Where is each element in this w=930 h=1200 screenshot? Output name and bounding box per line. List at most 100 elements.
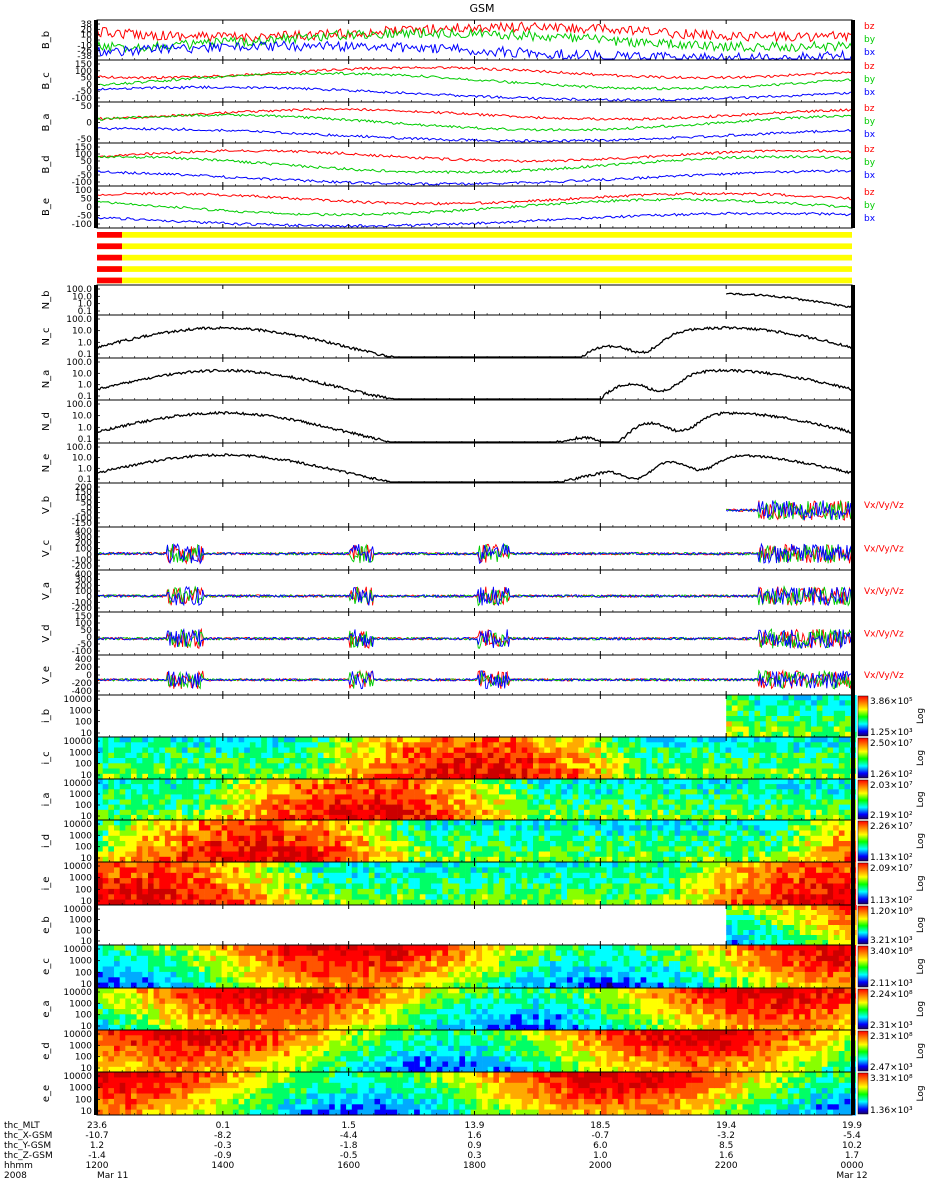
- spectrogram-cell: [601, 878, 607, 884]
- spectrogram-cell: [436, 794, 443, 801]
- spectrogram-cell: [210, 747, 217, 754]
- spectrogram-cell: [187, 768, 194, 775]
- spectrogram-cell: [374, 758, 381, 764]
- spectrogram-cell: [640, 888, 647, 895]
- spectrogram-cell: [725, 773, 732, 780]
- spectrogram-cell: [312, 888, 319, 895]
- spectrogram-cell: [470, 814, 477, 821]
- spectrogram-cell: [799, 804, 806, 811]
- spectrogram-cell: [527, 747, 534, 754]
- spectrogram-cell: [465, 872, 472, 879]
- spectrogram-cell: [368, 894, 375, 901]
- spectrogram-cell: [685, 835, 692, 842]
- spectrogram-cell: [816, 883, 823, 890]
- spectrogram-cell: [357, 794, 364, 801]
- spectrogram-cell: [476, 804, 483, 811]
- spectrogram-cell: [131, 763, 137, 770]
- spectrogram-cell: [629, 825, 636, 832]
- spectrogram-cell: [334, 742, 341, 749]
- spectrogram-cell: [634, 846, 641, 853]
- spectrogram-cell: [97, 758, 103, 764]
- spectrogram-cell: [804, 888, 811, 895]
- spectrogram-cell: [204, 768, 211, 775]
- spectrogram-cell: [748, 940, 755, 946]
- spectrogram-cell: [651, 851, 658, 858]
- spectrogram-cell: [125, 846, 132, 853]
- spectrogram-cell: [374, 872, 381, 879]
- spectrogram-cell: [816, 905, 823, 911]
- spectrogram-cell: [555, 841, 562, 847]
- spectrogram-cell: [448, 825, 455, 832]
- legend-by: by: [864, 35, 876, 45]
- spectrogram-cell: [142, 752, 149, 759]
- spectrogram-cell: [726, 920, 733, 926]
- spectrogram-cell: [805, 726, 812, 733]
- spectrogram-cell: [821, 799, 828, 806]
- spectrogram-cell: [487, 752, 494, 759]
- spectrogram-cell: [816, 700, 823, 707]
- spectrogram-cell: [261, 789, 268, 795]
- series-line-Vx: [725, 500, 853, 521]
- spectrogram-cell: [714, 768, 721, 775]
- spectrogram-cell: [114, 950, 120, 957]
- spectrogram-cell: [300, 768, 307, 775]
- spectrogram-cell: [555, 773, 562, 780]
- spectrogram-cell: [634, 742, 641, 749]
- spectrogram-cell: [737, 905, 744, 911]
- spectrogram-cell: [629, 809, 636, 816]
- spectrogram-cell: [363, 835, 370, 842]
- spectrogram-cell: [668, 779, 675, 785]
- spectrogram-cell: [249, 789, 256, 795]
- spectrogram-cell: [340, 794, 347, 801]
- spectrogram-cell: [470, 747, 477, 754]
- spectrogram-cell: [663, 799, 670, 806]
- spectrogram-cell: [833, 830, 840, 837]
- spectrogram-cell: [657, 820, 664, 826]
- spectrogram-cell: [204, 883, 211, 890]
- spectrogram-cell: [374, 888, 381, 895]
- spectrogram-cell: [300, 758, 307, 764]
- spectrogram-cell: [634, 878, 641, 884]
- spectrogram-cell: [210, 773, 217, 780]
- spectrogram-cell: [380, 752, 387, 759]
- spectrogram-cell: [351, 784, 358, 790]
- spectrogram-cell: [811, 721, 818, 728]
- spectrogram-cell: [255, 820, 262, 826]
- spectrogram-cell: [595, 872, 602, 879]
- spectrogram-cell: [822, 716, 829, 722]
- spectrogram-cell: [153, 841, 160, 847]
- spectrogram-cell: [725, 742, 732, 749]
- spectrogram-cell: [782, 830, 789, 837]
- spectrogram-cell: [719, 799, 726, 806]
- spectrogram-cell: [521, 899, 528, 906]
- spectrogram-cell: [516, 784, 522, 790]
- spectrogram-cell: [159, 814, 166, 821]
- spectrogram-cell: [148, 856, 154, 863]
- spectrogram-cell: [770, 899, 777, 906]
- legend-by: by: [864, 201, 876, 211]
- spectrogram-cell: [578, 763, 585, 770]
- spectrogram-cell: [776, 789, 783, 795]
- spectrogram-cell: [816, 799, 823, 806]
- spectrogram-cell: [674, 752, 681, 759]
- spectrogram-cell: [278, 737, 285, 743]
- spectrogram-cell: [708, 742, 715, 749]
- spectrogram-cell: [198, 878, 205, 884]
- spectrogram-cell: [708, 789, 715, 795]
- spectrogram-cell: [300, 825, 307, 832]
- colorbar-min-label: 2.19×10²: [870, 811, 913, 821]
- spectrogram-cell: [685, 899, 692, 906]
- spectrogram-cell: [238, 752, 245, 759]
- spectrogram-cell: [329, 872, 336, 879]
- spectrogram-cell: [816, 878, 823, 884]
- spectrogram-cell: [482, 894, 489, 901]
- spectrogram-cell: [125, 835, 132, 842]
- spectrogram-cell: [102, 878, 109, 884]
- spectrogram-cell: [425, 789, 432, 795]
- spectrogram-cell: [612, 737, 619, 743]
- spectrogram-cell: [533, 846, 539, 853]
- spectrogram-cell: [617, 894, 624, 901]
- spectrogram-cell: [663, 846, 670, 853]
- spectrogram-cell: [408, 862, 415, 868]
- spectrogram-cell: [612, 825, 619, 832]
